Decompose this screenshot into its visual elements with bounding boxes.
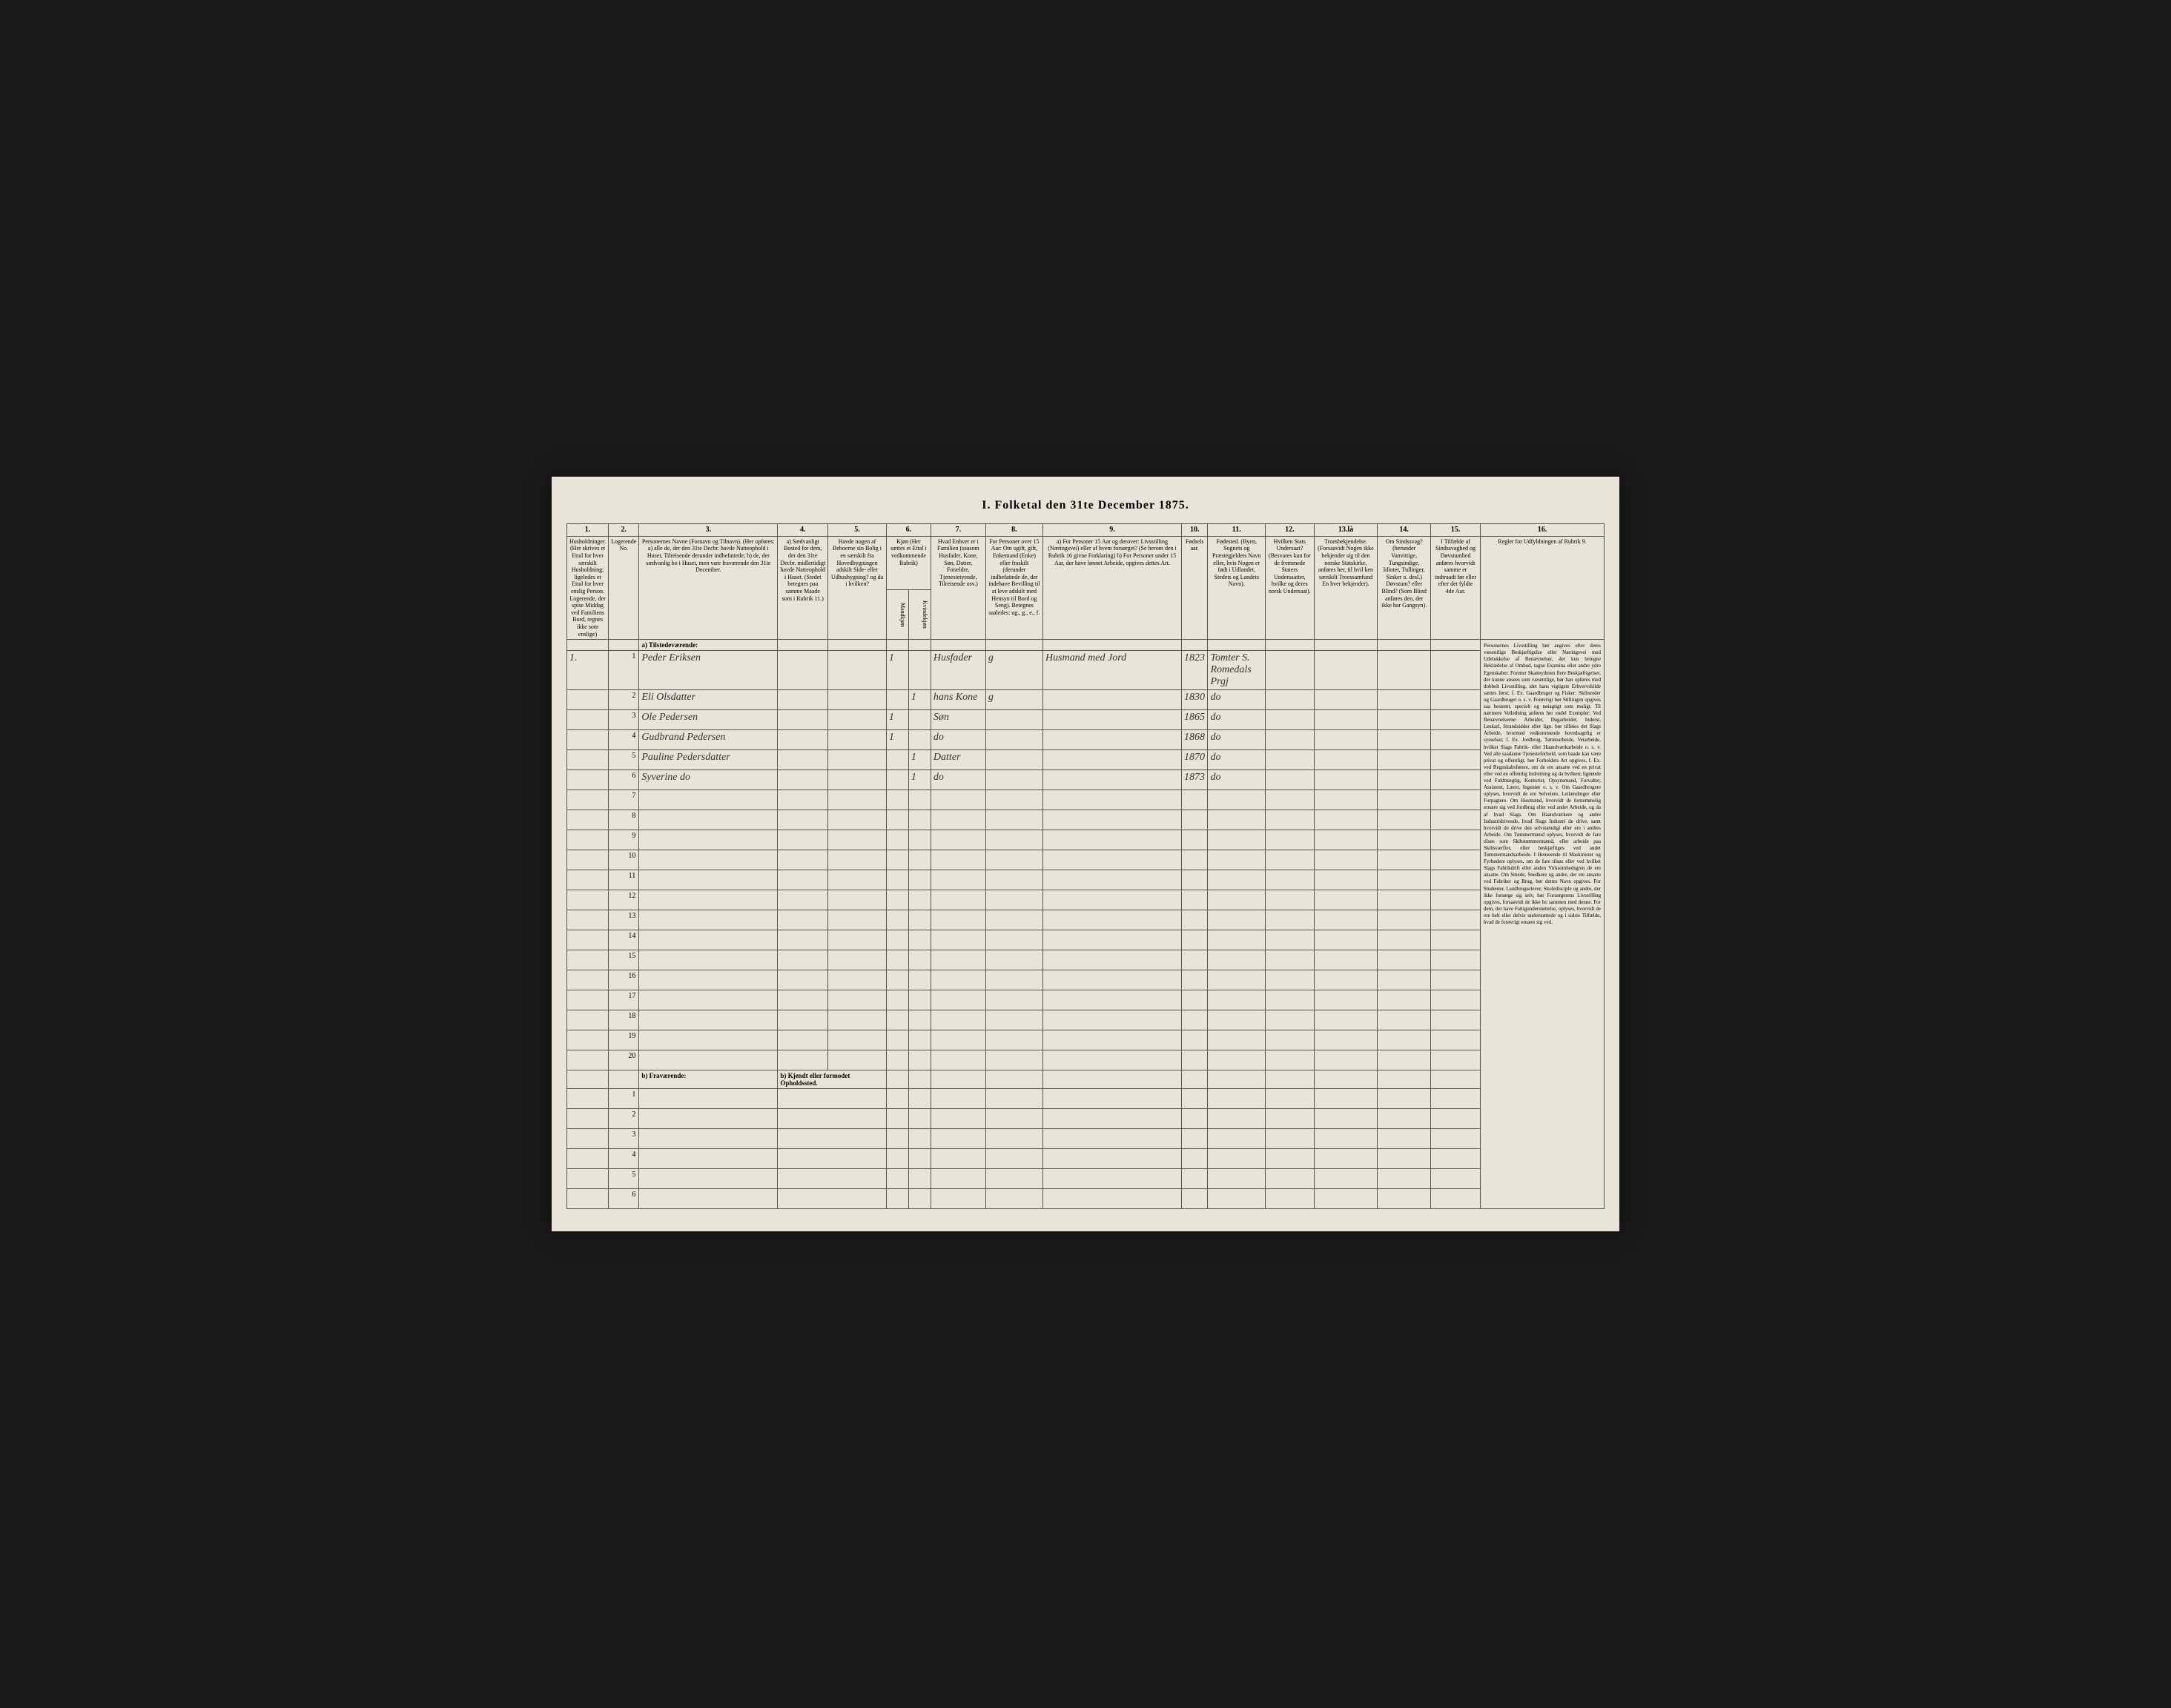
table-row: 1. 1 Peder Eriksen 1 Husfader g Husmand … (567, 651, 1605, 690)
table-row: 4 Gudbrand Pedersen 1 do 1868 do (567, 730, 1605, 750)
col-6: 6. (886, 523, 931, 536)
col-number-row: 1. 2. 3. 4. 5. 6. 7. 8. 9. 10. 11. 12. 1… (567, 523, 1605, 536)
h6b: Kvindekjøn (908, 590, 931, 640)
table-row: 4 (567, 1149, 1605, 1169)
table-row: 16 (567, 970, 1605, 990)
table-row: 2 (567, 1109, 1605, 1129)
col-11: 11. (1208, 523, 1266, 536)
section-a-label: a) Tilstedeværende: (639, 640, 778, 651)
person-name: Peder Eriksen (639, 651, 778, 690)
h3: Personernes Navne (Fornavn og Tilnavn). … (639, 536, 778, 639)
col-3: 3. (639, 523, 778, 536)
sex-f (908, 651, 931, 690)
census-table: 1. 2. 3. 4. 5. 6. 7. 8. 9. 10. 11. 12. 1… (566, 523, 1605, 1209)
table-row: 5 Pauline Pedersdatter 1 Datter 1870 do (567, 750, 1605, 770)
h6: Kjøn (Her sættes et Ettal i vedkommende … (886, 536, 931, 589)
h12: Hvilken Stats Undersaat? (Besvares kun f… (1266, 536, 1315, 639)
h4: a) Sædvanligt Bosted for dem, der den 31… (778, 536, 828, 639)
section-b2-label: b) Kjendt eller formodet Opholdssted. (778, 1070, 887, 1089)
table-row: 6 Syverine do 1 do 1873 do (567, 770, 1605, 790)
sex-m: 1 (886, 651, 908, 690)
h1: Husholdninger. (Her skrives et Ettal for… (567, 536, 609, 639)
occupation: Husmand med Jord (1042, 651, 1181, 690)
h2: Logerende No. (609, 536, 639, 639)
h5: Havde nogen af Beboerne sin Bolig i en s… (828, 536, 887, 639)
table-row: 1 (567, 1089, 1605, 1109)
page-title: I. Folketal den 31te December 1875. (566, 499, 1605, 512)
table-row: 2 Eli Olsdatter 1 hans Kone g 1830 do (567, 690, 1605, 710)
table-row: 14 (567, 930, 1605, 950)
col-12: 12. (1266, 523, 1315, 536)
section-b-row: b) Fraværende: b) Kjendt eller formodet … (567, 1070, 1605, 1089)
census-page: I. Folketal den 31te December 1875. 1. 2… (552, 477, 1619, 1231)
sidebar-instructions: Personernes Livsstilling bør angives eft… (1481, 640, 1605, 1209)
h10: Fødsels aar. (1181, 536, 1207, 639)
table-row: 13 (567, 910, 1605, 930)
table-row: 12 (567, 890, 1605, 910)
h7: Hvad Enhver er i Familien (saasom Husfad… (931, 536, 985, 639)
h9: a) For Personer 15 Aar og derover: Livss… (1042, 536, 1181, 639)
table-row: 15 (567, 950, 1605, 970)
table-row: 3 (567, 1129, 1605, 1149)
section-b-label: b) Fraværende: (639, 1070, 778, 1089)
hh-num: 1. (567, 651, 609, 690)
table-row: 19 (567, 1030, 1605, 1050)
col-8: 8. (985, 523, 1042, 536)
col-7: 7. (931, 523, 985, 536)
col-1: 1. (567, 523, 609, 536)
birth-year: 1823 (1181, 651, 1207, 690)
table-row: 10 (567, 850, 1605, 870)
h6a: Mandkjøn (886, 590, 908, 640)
col-4: 4. (778, 523, 828, 536)
h16: Regler for Udfyldningen af Rubrik 9. (1481, 536, 1605, 639)
h15: I Tilfælde af Sindssvaghed og Døvstumhed… (1431, 536, 1481, 639)
col-5: 5. (828, 523, 887, 536)
h8: For Personer over 15 Aar: Om ugift, gift… (985, 536, 1042, 639)
birth-place: Tomter S. Romedals Prgj (1208, 651, 1266, 690)
table-row: 18 (567, 1010, 1605, 1030)
col-16: 16. (1481, 523, 1605, 536)
col-9: 9. (1042, 523, 1181, 536)
table-row: 8 (567, 810, 1605, 830)
col-13: 13.là (1314, 523, 1378, 536)
col-2: 2. (609, 523, 639, 536)
table-row: 6 (567, 1189, 1605, 1209)
table-row: 7 (567, 790, 1605, 810)
table-row: 20 (567, 1050, 1605, 1070)
table-row: 17 (567, 990, 1605, 1010)
civil: g (985, 651, 1042, 690)
table-row: 5 (567, 1169, 1605, 1189)
table-row: 11 (567, 870, 1605, 890)
row-num: 1 (609, 651, 639, 690)
col-10: 10. (1181, 523, 1207, 536)
h14: Om Sindssvag? (herunder Vanvittige, Tung… (1378, 536, 1431, 639)
col-14: 14. (1378, 523, 1431, 536)
header-row: Husholdninger. (Her skrives et Ettal for… (567, 536, 1605, 589)
section-a-row: a) Tilstedeværende: Personernes Livsstil… (567, 640, 1605, 651)
col-15: 15. (1431, 523, 1481, 536)
relation: Husfader (931, 651, 985, 690)
table-row: 3 Ole Pedersen 1 Søn 1865 do (567, 710, 1605, 730)
table-row: 9 (567, 830, 1605, 850)
h11: Fødested. (Byen, Sognets og Præstegjelde… (1208, 536, 1266, 639)
h13: Troesbekjendelse. (Forsaavidt Nogen ikke… (1314, 536, 1378, 639)
